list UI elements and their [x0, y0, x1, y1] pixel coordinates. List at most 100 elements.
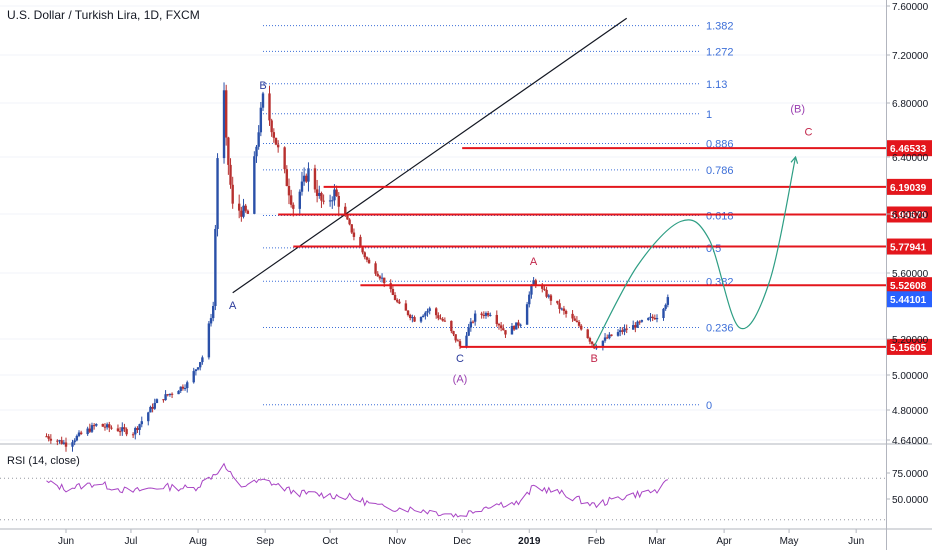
candle — [79, 430, 83, 435]
current-price-label: 5.44101 — [890, 295, 927, 306]
candle — [655, 314, 659, 323]
candle-body — [465, 335, 468, 347]
candle — [307, 162, 310, 192]
candle-body — [276, 144, 280, 148]
candle — [560, 307, 563, 311]
candle-body — [621, 330, 624, 332]
candle-body — [75, 435, 79, 441]
candle-body — [149, 406, 152, 413]
candle — [155, 398, 159, 404]
candle — [47, 433, 50, 442]
candle — [489, 312, 492, 317]
price-axis-tick-label: 4.80000 — [892, 406, 929, 417]
candle-body — [350, 224, 353, 233]
candle-body — [322, 200, 325, 202]
candle-body — [121, 427, 124, 432]
fib-level-label: 0.236 — [706, 322, 734, 334]
candle — [246, 209, 250, 214]
candle — [103, 423, 107, 431]
candle — [259, 101, 263, 137]
candle-body — [257, 132, 260, 147]
candle — [352, 228, 356, 241]
candle — [255, 144, 258, 163]
candle — [227, 136, 230, 175]
candle-body — [610, 334, 613, 336]
candle — [530, 284, 533, 299]
candle-body — [209, 318, 213, 324]
candle-body — [530, 285, 533, 295]
candle — [610, 334, 613, 337]
candle-body — [452, 331, 455, 335]
candle-body — [534, 280, 537, 286]
candle-body — [623, 328, 626, 332]
candle-body — [60, 440, 63, 444]
candle-body — [166, 394, 169, 396]
candle-body — [545, 289, 548, 297]
candle — [631, 320, 635, 330]
candle-body — [181, 386, 185, 389]
candle — [471, 320, 475, 324]
candle-body — [380, 277, 384, 279]
candle-body — [528, 294, 531, 305]
candle — [153, 398, 156, 410]
candle — [428, 306, 431, 315]
candle — [363, 251, 366, 260]
candle — [452, 330, 455, 337]
candles — [45, 82, 670, 452]
candle — [58, 439, 61, 444]
horizontal-levels: 6.46533 6.19039 5.99670 5.77941 5.52608 5.156… — [278, 140, 932, 355]
candle — [374, 261, 377, 276]
candle — [634, 322, 637, 333]
candle — [573, 315, 576, 321]
candle-body — [443, 320, 447, 322]
candle — [140, 416, 143, 428]
candle — [101, 423, 105, 427]
candle — [331, 196, 334, 209]
candle — [515, 322, 518, 330]
candle-body — [437, 315, 440, 319]
level-price-tag — [887, 140, 932, 157]
candle-body — [580, 325, 583, 330]
candle — [209, 313, 213, 327]
candle — [497, 322, 501, 330]
candle — [138, 423, 141, 436]
candle-body — [153, 402, 156, 409]
candle — [151, 403, 154, 413]
candle — [465, 332, 468, 349]
candle — [261, 91, 265, 112]
candle — [558, 299, 561, 314]
candle-body — [240, 210, 243, 217]
time-axis-tick-label: May — [780, 536, 799, 547]
candle-body — [590, 341, 594, 344]
candle-body — [192, 371, 195, 383]
candle — [512, 325, 516, 331]
candle-body — [450, 320, 453, 332]
candle-body — [406, 310, 410, 316]
candle — [231, 176, 234, 209]
candle — [305, 173, 308, 184]
candle-body — [268, 93, 271, 121]
candle — [242, 198, 245, 219]
projection-path — [593, 156, 797, 347]
candle-body — [344, 206, 347, 216]
candle-body — [73, 440, 76, 443]
candle-body — [177, 390, 180, 395]
candle — [482, 311, 486, 319]
candle — [636, 320, 639, 328]
candle — [409, 313, 412, 321]
candle — [647, 317, 650, 321]
candle — [662, 307, 665, 321]
level-price-label: 5.99670 — [890, 210, 927, 221]
candle-body — [662, 308, 665, 319]
level-price-label: 5.52608 — [890, 281, 927, 292]
candle — [454, 334, 457, 343]
candle — [298, 189, 302, 216]
candle-body — [409, 315, 412, 318]
candle — [328, 194, 332, 207]
level-price-label: 5.77941 — [890, 243, 927, 254]
candle — [640, 319, 644, 323]
candle-body — [287, 185, 291, 196]
candle — [348, 218, 351, 226]
candle — [367, 257, 371, 264]
